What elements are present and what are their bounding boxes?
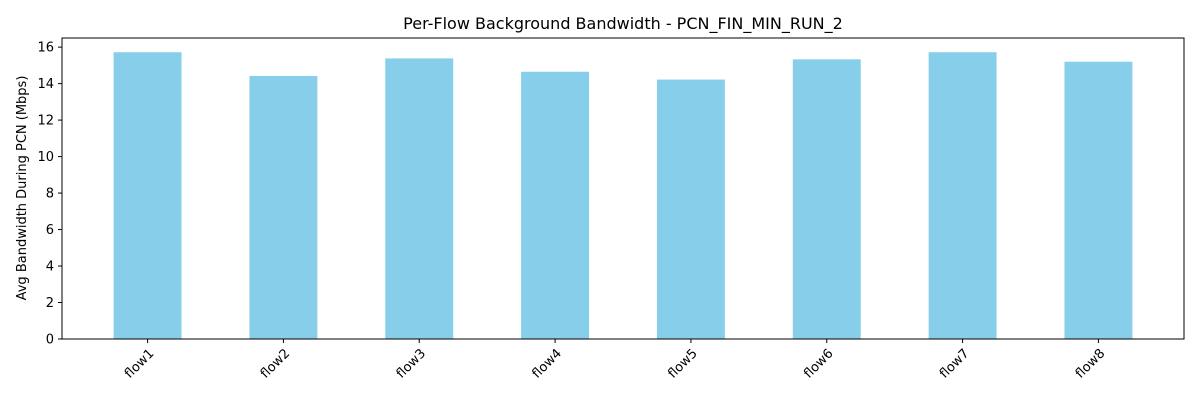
x-tick-label: flow5 xyxy=(665,346,700,381)
y-tick-label: 6 xyxy=(46,223,54,238)
bar-flow8 xyxy=(1064,61,1133,340)
y-axis-label: Avg Bandwidth During PCN (Mbps) xyxy=(15,76,30,301)
y-tick-label: 0 xyxy=(46,333,54,348)
x-tick-label: flow7 xyxy=(937,346,972,381)
x-axis-ticks: flow1 flow2 flow3 flow4 flow5 flow6 flow7 flow8 xyxy=(122,339,1108,382)
bar-flow5 xyxy=(656,79,725,340)
y-tick-label: 12 xyxy=(37,114,54,129)
y-tick-label: 4 xyxy=(46,260,54,275)
y-tick-label: 16 xyxy=(37,41,54,56)
bar-flow3 xyxy=(385,58,454,339)
x-tick-label: flow2 xyxy=(258,346,293,381)
bar-flow7 xyxy=(928,52,997,339)
bar-flow4 xyxy=(521,71,590,340)
chart-title: Per-Flow Background Bandwidth - PCN_FIN_… xyxy=(403,14,843,34)
x-tick-label: flow1 xyxy=(122,346,157,381)
bar-series xyxy=(113,52,1133,340)
plot-frame xyxy=(61,37,1185,340)
x-tick-label: flow4 xyxy=(530,346,565,381)
bar-flow1 xyxy=(113,52,182,339)
y-tick-label: 2 xyxy=(46,296,54,311)
x-tick-label: flow6 xyxy=(801,346,836,381)
x-tick-label: flow8 xyxy=(1073,346,1108,381)
y-tick-label: 14 xyxy=(37,77,54,92)
bar-flow6 xyxy=(792,59,861,340)
bar-flow2 xyxy=(249,75,318,339)
y-axis-ticks: 0 2 4 6 8 10 12 14 16 xyxy=(37,41,62,348)
y-tick-label: 10 xyxy=(37,150,54,165)
y-tick-label: 8 xyxy=(46,187,54,202)
x-tick-label: flow3 xyxy=(394,346,429,381)
